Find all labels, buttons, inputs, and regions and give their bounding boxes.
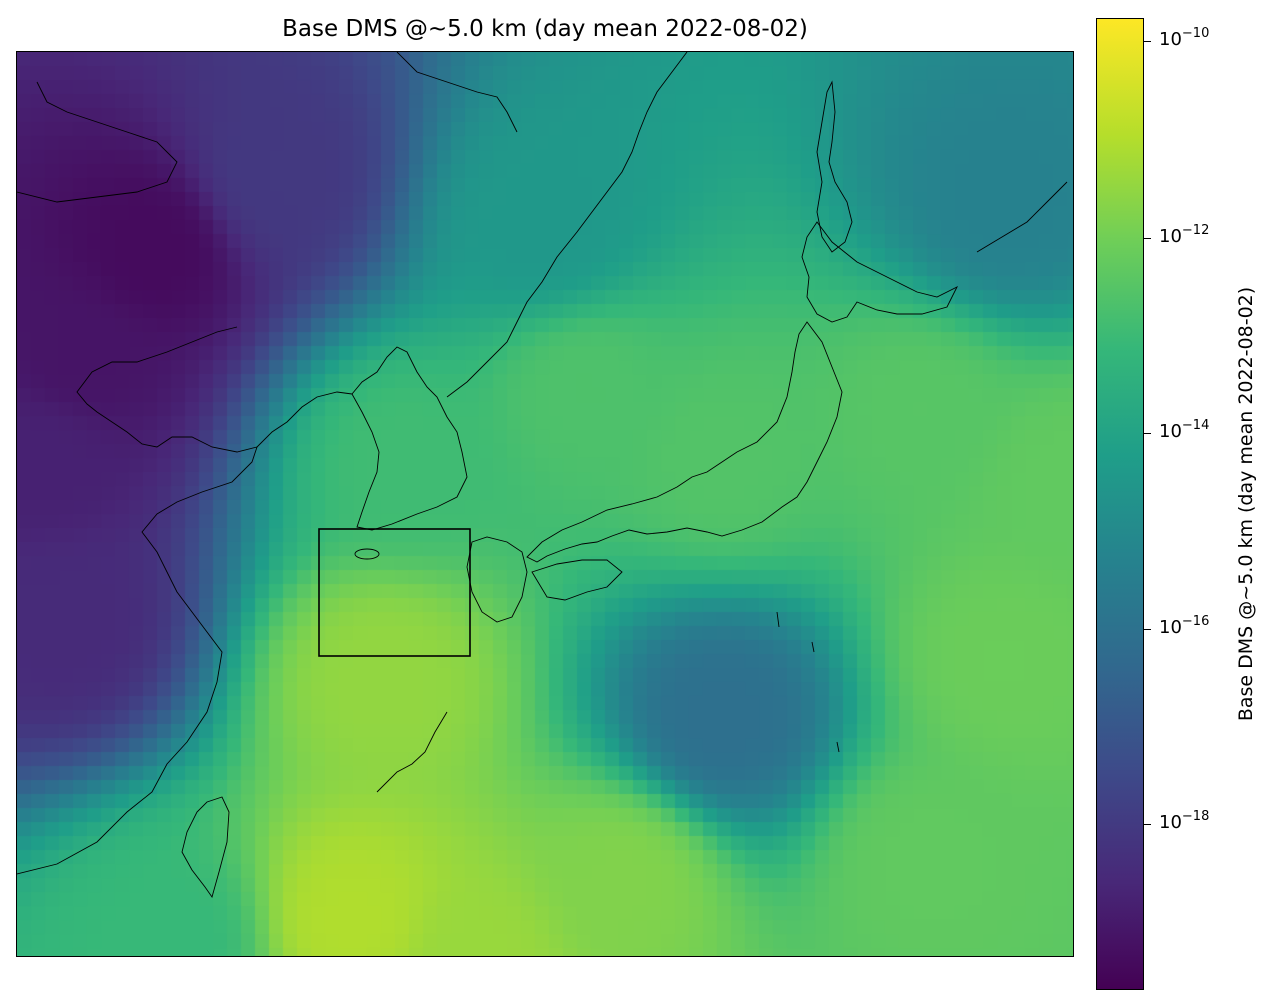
korea-coastline: [351, 346, 468, 531]
shikoku-coastline: [531, 559, 623, 601]
jeju-island: [354, 548, 380, 560]
map-panel: [16, 51, 1074, 957]
russia-coastline: [446, 52, 688, 398]
izu-islands: [776, 611, 840, 753]
china-coastline: [17, 326, 258, 875]
honshu-coastline: [526, 321, 843, 563]
liaodong-coastline: [256, 391, 353, 448]
coastlines: [17, 52, 1068, 899]
colorbar-ticks: 10−10 10−12 10−14 10−16 10−18: [1144, 18, 1224, 990]
hokkaido-coastline: [801, 221, 959, 323]
sakhalin-coastline: [816, 80, 853, 253]
heatmap-field: [17, 52, 1073, 956]
taiwan-coastline: [181, 796, 230, 899]
region-box: [318, 528, 471, 657]
northern-river: [17, 81, 178, 203]
kyushu-coastline: [466, 536, 528, 623]
chart-title: Base DMS @~5.0 km (day mean 2022-08-02): [282, 16, 808, 42]
amur-line: [396, 52, 518, 133]
ryukyu-islands: [376, 711, 448, 793]
colorbar: [1096, 18, 1144, 990]
map-overlay: [17, 52, 1068, 899]
kuril-islands: [976, 181, 1068, 253]
